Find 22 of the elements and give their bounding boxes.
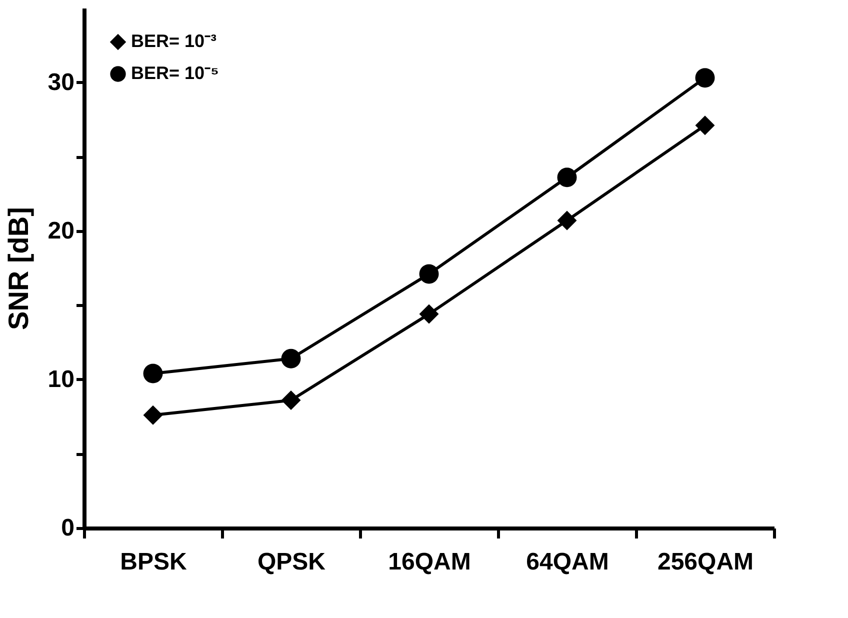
point xyxy=(281,348,301,368)
point xyxy=(143,405,163,425)
legend-label: BER= 10⁻⁵ xyxy=(131,63,219,83)
x-tick-label: QPSK xyxy=(257,548,326,576)
point xyxy=(557,210,577,230)
point xyxy=(557,168,577,188)
x-tick-label: 64QAM xyxy=(526,548,609,576)
y-tick-label: 20 xyxy=(48,217,74,244)
y-tick-label: 0 xyxy=(61,514,74,542)
point xyxy=(695,68,715,88)
point xyxy=(143,364,163,384)
point xyxy=(281,390,301,410)
point xyxy=(419,264,439,284)
x-tick-label: 256QAM xyxy=(657,548,754,576)
legend-label: BER= 10⁻³ xyxy=(131,31,217,51)
point xyxy=(419,304,439,324)
y-tick-label: 10 xyxy=(48,366,74,393)
y-tick-label: 30 xyxy=(48,68,74,96)
y-axis-title: SNR [dB] xyxy=(2,207,34,330)
point xyxy=(695,116,715,136)
x-tick-label: BPSK xyxy=(120,548,188,576)
x-tick-label: 16QAM xyxy=(388,548,471,576)
